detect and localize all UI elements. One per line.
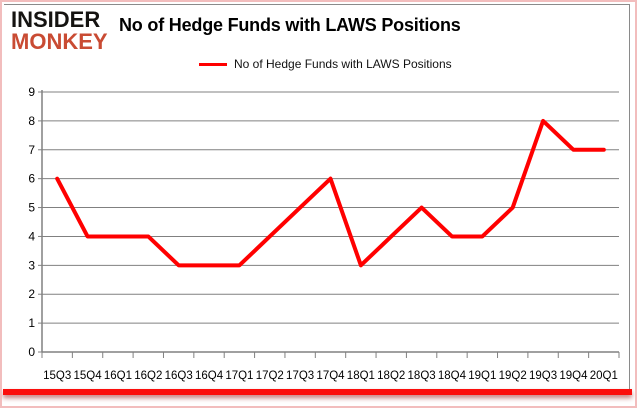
x-axis-label: 19Q4 (559, 370, 588, 382)
y-axis-label: 8 (28, 114, 35, 128)
x-axis-label: 15Q4 (73, 370, 102, 382)
x-axis-label: 16Q3 (165, 370, 193, 382)
x-axis-label: 17Q3 (286, 370, 314, 382)
x-axis-label: 18Q4 (438, 370, 467, 382)
legend-label: No of Hedge Funds with LAWS Positions (234, 57, 452, 71)
x-axis-label: 19Q2 (499, 370, 527, 382)
y-axis-label: 2 (28, 287, 35, 301)
logo-text-monkey: MONKEY (11, 29, 108, 54)
x-axis-label: 17Q2 (256, 370, 284, 382)
y-axis-label: 4 (28, 229, 35, 243)
bottom-red-bar (3, 389, 632, 395)
y-axis-label: 0 (28, 345, 35, 359)
y-axis-label: 5 (28, 201, 35, 215)
y-axis-label: 6 (28, 172, 35, 186)
x-axis-label: 19Q3 (529, 370, 557, 382)
y-axis-label: 1 (28, 316, 35, 330)
y-axis-label: 9 (28, 85, 35, 99)
x-axis-label: 17Q1 (225, 370, 253, 382)
legend: No of Hedge Funds with LAWS Positions (199, 57, 452, 71)
x-axis-label: 19Q1 (468, 370, 496, 382)
insider-monkey-logo: INSIDER MONKEY (11, 8, 108, 53)
chart-title: No of Hedge Funds with LAWS Positions (119, 15, 461, 35)
x-axis-label: 16Q2 (134, 370, 162, 382)
y-axis-label: 3 (28, 258, 35, 272)
y-axis-label: 7 (28, 143, 35, 157)
x-axis-label: 17Q4 (316, 370, 345, 382)
x-axis-label: 16Q1 (104, 370, 132, 382)
legend-line-swatch (199, 62, 227, 66)
x-axis-label: 18Q3 (408, 370, 436, 382)
x-axis-label: 18Q1 (347, 370, 375, 382)
x-axis-label: 18Q2 (377, 370, 405, 382)
x-axis-label: 16Q4 (195, 370, 224, 382)
data-series-line (55, 118, 606, 268)
x-axis-label: 15Q3 (43, 370, 71, 382)
logo-text-insider: INSIDER (11, 6, 101, 33)
x-axis-label: 20Q1 (590, 370, 618, 382)
